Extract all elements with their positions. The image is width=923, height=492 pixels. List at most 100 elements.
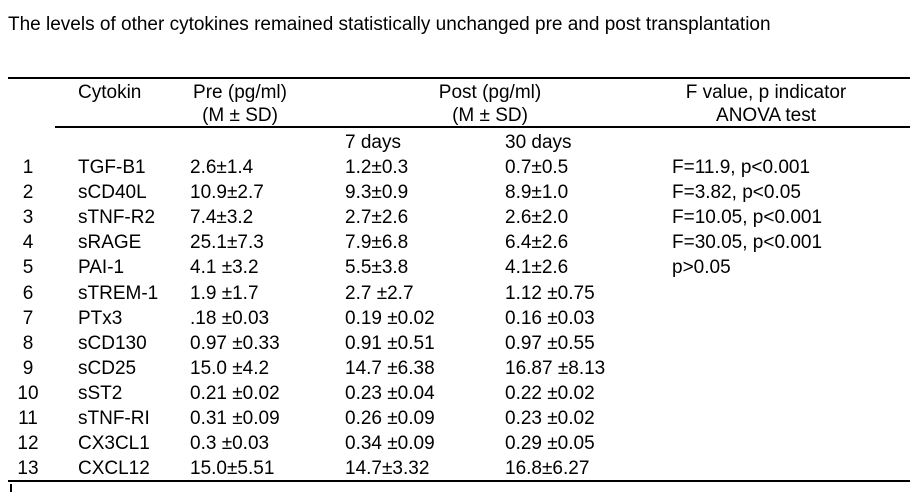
post-30days-cell: 2.6±2.0 bbox=[505, 207, 569, 229]
column-header-post-line2: (M ± SD) bbox=[452, 105, 528, 126]
fvalue-cell: F=10.05, p<0.001 bbox=[672, 207, 823, 229]
subheader-30days: 30 days bbox=[505, 132, 572, 153]
post-7days-cell: 0.23 ±0.04 bbox=[345, 382, 435, 404]
post-30days-cell: 4.1±2.6 bbox=[505, 257, 569, 279]
pre-value-cell: 15.0±5.51 bbox=[190, 458, 275, 480]
table-header-rule bbox=[55, 126, 910, 128]
column-header-fvalue: F value, p indicator ANOVA test bbox=[648, 81, 884, 127]
post-30days-cell: 0.16 ±0.03 bbox=[505, 307, 595, 329]
post-30days-cell: 0.97 ±0.55 bbox=[505, 332, 595, 354]
cytokin-cell: PAI-1 bbox=[78, 257, 125, 279]
fvalue-cell: p>0.05 bbox=[672, 257, 731, 279]
pre-value-cell: 4.1 ±3.2 bbox=[190, 257, 259, 279]
column-header-post: Post (pg/ml) (M ± SD) bbox=[390, 81, 590, 127]
cytokin-cell: PTx3 bbox=[78, 307, 123, 329]
column-header-cytokin: Cytokin bbox=[78, 81, 141, 104]
subheader-7days: 7 days bbox=[345, 132, 401, 153]
row-number-cell: 3 bbox=[22, 207, 34, 229]
pre-value-cell: .18 ±0.03 bbox=[190, 307, 270, 329]
table-top-rule bbox=[8, 77, 910, 79]
post-30days-cell: 1.12 ±0.75 bbox=[505, 282, 595, 304]
row-number-cell: 2 bbox=[22, 182, 34, 204]
cytokin-cell: CXCL12 bbox=[78, 458, 150, 480]
cytokin-cell: sRAGE bbox=[78, 232, 142, 254]
pre-value-cell: 0.3 ±0.03 bbox=[190, 433, 270, 455]
row-number-cell: 11 bbox=[18, 408, 38, 430]
cytokin-cell: sTNF-R2 bbox=[78, 207, 156, 229]
pre-value-cell: 2.6±1.4 bbox=[190, 157, 254, 179]
row-number-cell: 4 bbox=[22, 232, 34, 254]
post-30days-cell: 0.22 ±0.02 bbox=[505, 382, 595, 404]
row-number-cell: 9 bbox=[22, 357, 34, 379]
post-30days-cell: 16.87 ±8.13 bbox=[505, 357, 606, 379]
subheader-empty-cell bbox=[48, 130, 182, 155]
fvalue-cell: F=3.82, p<0.05 bbox=[672, 182, 801, 204]
post-30days-cell: 0.29 ±0.05 bbox=[505, 433, 595, 455]
cytokin-cell: sCD130 bbox=[78, 332, 147, 354]
post-30days-cell: 8.9±1.0 bbox=[505, 182, 569, 204]
column-header-pre-line1: Pre (pg/ml) bbox=[193, 82, 287, 103]
row-number-cell: 1 bbox=[22, 157, 34, 179]
post-30days-cell: 6.4±2.6 bbox=[505, 232, 569, 254]
cytokin-cell: TGF-B1 bbox=[78, 157, 146, 179]
column-header-fvalue-line1: F value, p indicator bbox=[685, 82, 847, 103]
column-header-post-line1: Post (pg/ml) bbox=[438, 82, 542, 103]
fvalue-cell: F=11.9, p<0.001 bbox=[672, 157, 811, 179]
fvalue-cell: F=30.05, p<0.001 bbox=[672, 232, 823, 254]
cytokin-cell: sTNF-RI bbox=[78, 408, 150, 430]
cytokin-cell: sTREM-1 bbox=[78, 282, 159, 304]
pre-value-cell: 10.9±2.7 bbox=[190, 182, 264, 204]
post-7days-cell: 2.7±2.6 bbox=[345, 207, 409, 229]
pre-value-cell: 1.9 ±1.7 bbox=[190, 282, 259, 304]
post-7days-cell: 0.26 ±0.09 bbox=[345, 408, 435, 430]
row-number-cell: 6 bbox=[22, 282, 34, 304]
row-number-cell: 12 bbox=[17, 433, 39, 455]
table-bottom-rule bbox=[8, 480, 910, 482]
pre-value-cell: 0.97 ±0.33 bbox=[190, 332, 280, 354]
row-number-cell: 8 bbox=[22, 332, 34, 354]
column-header-cytokin-label: Cytokin bbox=[78, 82, 142, 103]
cytokin-cell: sST2 bbox=[78, 382, 123, 404]
post-7days-cell: 9.3±0.9 bbox=[345, 182, 409, 204]
fvalue-cell bbox=[664, 431, 903, 456]
row-number-cell: 13 bbox=[17, 458, 39, 480]
fvalue-cell bbox=[664, 456, 903, 481]
cytokin-cell: sCD40L bbox=[78, 182, 147, 204]
post-30days-cell: 16.8±6.27 bbox=[505, 458, 590, 480]
post-7days-cell: 0.91 ±0.51 bbox=[345, 332, 435, 354]
post-30days-cell: 0.7±0.5 bbox=[505, 157, 569, 179]
page-title: The levels of other cytokines remained s… bbox=[8, 14, 771, 35]
subheader-empty-cell bbox=[8, 130, 48, 155]
fvalue-cell bbox=[664, 331, 903, 356]
post-30days-cell: 0.23 ±0.02 bbox=[505, 408, 595, 430]
post-7days-cell: 5.5±3.8 bbox=[345, 257, 409, 279]
post-7days-cell: 1.2±0.3 bbox=[345, 157, 409, 179]
pre-value-cell: 7.4±3.2 bbox=[190, 207, 254, 229]
post-7days-cell: 14.7±3.32 bbox=[345, 458, 430, 480]
post-7days-cell: 2.7 ±2.7 bbox=[345, 282, 414, 304]
subheader-empty-cell bbox=[182, 130, 337, 155]
fvalue-cell bbox=[664, 406, 903, 431]
column-header-fvalue-line2: ANOVA test bbox=[716, 105, 816, 126]
cytokin-cell: sCD25 bbox=[78, 357, 137, 379]
post-7days-cell: 14.7 ±6.38 bbox=[345, 357, 435, 379]
text-cursor bbox=[10, 484, 12, 492]
post-7days-cell: 0.19 ±0.02 bbox=[345, 307, 435, 329]
post-7days-cell: 0.34 ±0.09 bbox=[345, 433, 435, 455]
column-header-pre: Pre (pg/ml) (M ± SD) bbox=[186, 81, 294, 127]
fvalue-cell bbox=[664, 381, 903, 406]
row-number-cell: 5 bbox=[22, 257, 34, 279]
cytokin-cell: CX3CL1 bbox=[78, 433, 150, 455]
pre-value-cell: 25.1±7.3 bbox=[190, 232, 264, 254]
subheader-empty-cell bbox=[664, 130, 903, 155]
column-header-pre-line2: (M ± SD) bbox=[202, 105, 278, 126]
row-number-cell: 10 bbox=[17, 382, 39, 404]
cytokine-table-body: 7 days 30 days 1 TGF-B1 2.6±1.4 1.2±0.3 … bbox=[8, 130, 903, 481]
pre-value-cell: 15.0 ±4.2 bbox=[190, 357, 270, 379]
post-7days-cell: 7.9±6.8 bbox=[345, 232, 409, 254]
row-number-cell: 7 bbox=[22, 307, 34, 329]
pre-value-cell: 0.21 ±0.02 bbox=[190, 382, 280, 404]
fvalue-cell bbox=[664, 306, 903, 331]
fvalue-cell bbox=[664, 356, 903, 381]
